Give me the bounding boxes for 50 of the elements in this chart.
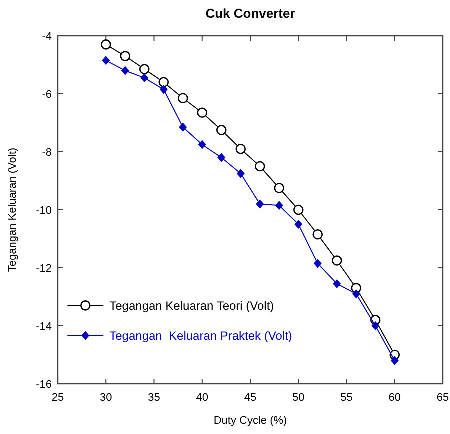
x-tick-label: 45 [244,392,257,404]
x-tick-label: 25 [52,392,64,404]
point [294,220,303,229]
point [256,200,264,209]
x-tick-label: 50 [292,392,305,404]
chart-title: Cuk Converter [206,6,296,21]
y-tick-label: -4 [42,31,52,43]
x-tick-label: 30 [100,392,112,404]
x-tick-label: 35 [148,392,160,404]
point [312,230,324,240]
y-tick-label: -14 [36,321,52,333]
point [158,77,170,88]
point [352,290,360,299]
point [332,256,342,266]
y-axis-title: Tegangan Keluaran (Volt) [7,148,19,272]
point [179,122,188,132]
point [314,259,322,268]
x-tick-label: 55 [340,392,353,404]
point [275,201,284,210]
legend-label: Tegangan Keluaran Teori (Volt) [110,299,274,314]
point [198,140,206,150]
x-tick-label: 40 [196,392,208,404]
y-tick-label: -12 [36,263,52,275]
point [100,40,112,50]
point [254,161,266,172]
point [274,183,285,194]
point [333,279,342,288]
point [197,108,208,118]
y-tick-label: -8 [42,147,52,159]
y-tick-label: -10 [36,205,52,217]
legend-label: Tegangan Keluaran Praktek (Volt) [110,329,292,344]
point [121,66,130,76]
x-tick-label: 60 [388,392,401,404]
point [236,169,245,178]
point [236,144,246,154]
point [216,125,227,136]
point [390,356,399,366]
y-tick-label: -16 [36,379,52,391]
y-tick-label: -6 [42,89,52,101]
point [140,74,149,83]
point [139,64,150,74]
point [218,153,226,162]
point [372,322,380,330]
x-axis-title: Duty Cycle (%) [214,415,288,427]
point [160,85,168,94]
point [178,93,188,104]
point [102,56,110,66]
point [293,204,304,216]
x-tick-label: 65 [436,392,450,404]
point [120,51,131,62]
